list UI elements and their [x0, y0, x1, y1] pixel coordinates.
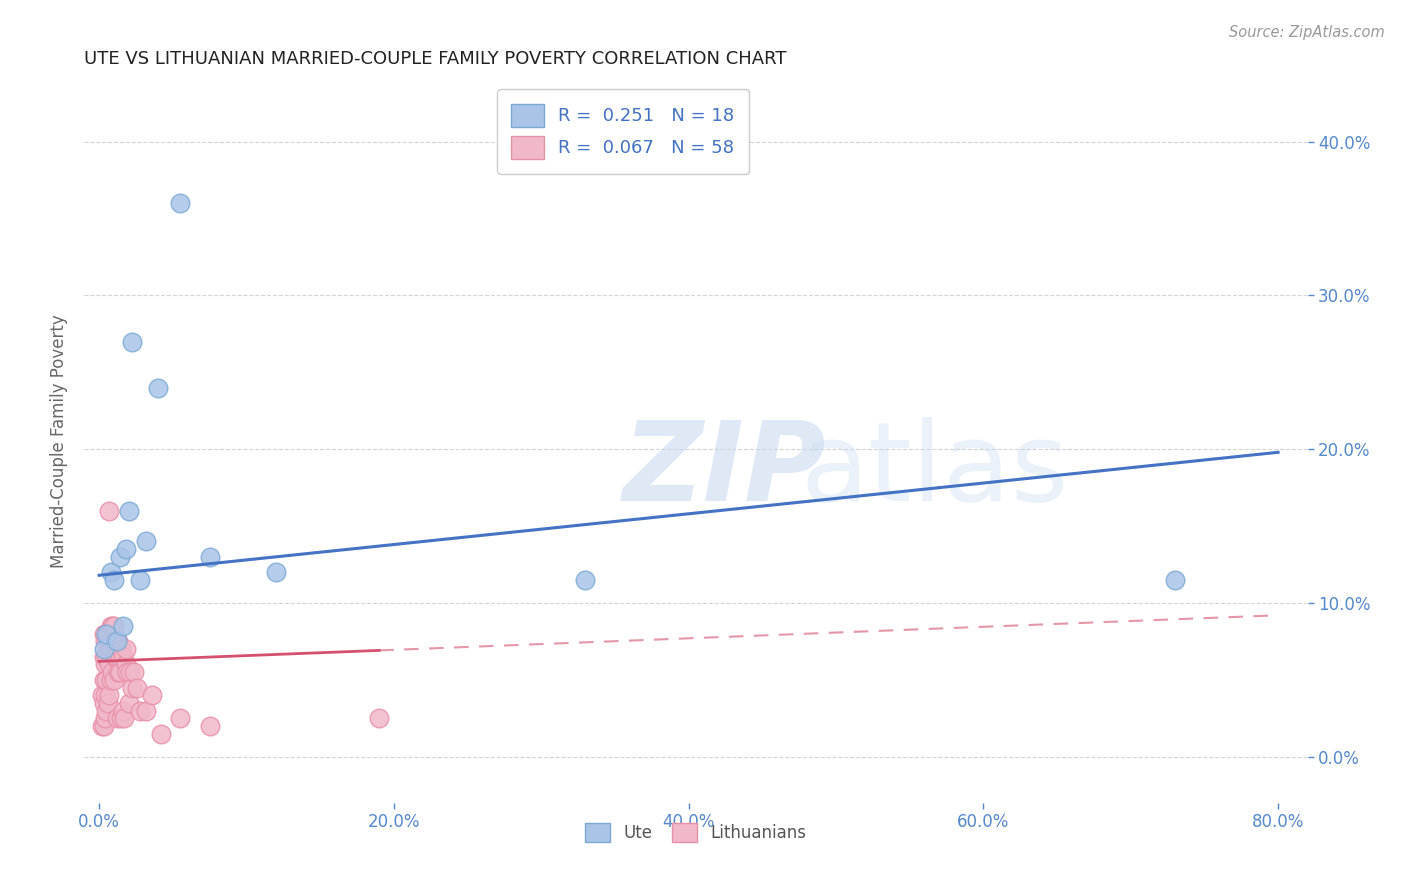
Point [111, 704, 134, 718]
Point [98, 657, 121, 672]
Point [96, 704, 118, 718]
Point [114, 542, 136, 557]
Point [96, 673, 118, 687]
Text: ZIP: ZIP [623, 417, 827, 524]
Point [108, 665, 131, 680]
Point [97, 642, 120, 657]
Point [96, 626, 118, 640]
Point [93, 642, 115, 657]
Point [93, 626, 115, 640]
Point [94, 688, 117, 702]
Point [107, 634, 129, 648]
Point [98, 504, 121, 518]
Point [198, 719, 221, 733]
Point [93, 649, 115, 664]
Point [104, 634, 127, 648]
Point [94, 634, 117, 648]
Point [110, 642, 132, 657]
Point [108, 549, 131, 564]
Point [110, 711, 132, 725]
Point [135, 704, 157, 718]
Point [114, 657, 136, 672]
Point [111, 649, 134, 664]
Point [105, 711, 128, 725]
Point [91, 719, 114, 733]
Point [169, 711, 191, 725]
Point [117, 696, 139, 710]
Point [118, 665, 141, 680]
Point [129, 573, 152, 587]
Text: Source: ZipAtlas.com: Source: ZipAtlas.com [1229, 25, 1385, 40]
Point [129, 704, 152, 718]
Point [94, 657, 117, 672]
Point [98, 634, 121, 648]
Point [135, 534, 157, 549]
Point [97, 696, 120, 710]
Text: atlas: atlas [800, 417, 1069, 524]
Point [141, 688, 163, 702]
Point [1164, 573, 1187, 587]
Point [93, 696, 115, 710]
Point [93, 673, 115, 687]
Point [121, 334, 143, 349]
Point [121, 681, 143, 695]
Point [100, 619, 122, 633]
Point [103, 673, 125, 687]
Point [103, 634, 125, 648]
Point [114, 642, 136, 657]
Point [96, 626, 118, 640]
Point [107, 665, 129, 680]
Point [117, 504, 139, 518]
Point [104, 649, 127, 664]
Y-axis label: Married-Couple Family Poverty: Married-Couple Family Poverty [51, 315, 69, 568]
Point [105, 634, 128, 648]
Point [124, 665, 146, 680]
Point [105, 649, 128, 664]
Point [97, 626, 120, 640]
Point [127, 681, 149, 695]
Point [169, 196, 191, 211]
Point [98, 688, 121, 702]
Point [100, 673, 122, 687]
Point [100, 565, 122, 579]
Point [91, 688, 114, 702]
Point [115, 665, 138, 680]
Point [150, 726, 173, 740]
Point [103, 573, 125, 587]
Point [100, 642, 122, 657]
Point [96, 649, 118, 664]
Point [111, 619, 134, 633]
Point [94, 711, 117, 725]
Point [103, 619, 125, 633]
Point [368, 711, 391, 725]
Point [198, 549, 221, 564]
Point [93, 719, 115, 733]
Point [108, 649, 131, 664]
Point [264, 565, 287, 579]
Point [101, 665, 124, 680]
Text: UTE VS LITHUANIAN MARRIED-COUPLE FAMILY POVERTY CORRELATION CHART: UTE VS LITHUANIAN MARRIED-COUPLE FAMILY … [84, 50, 787, 68]
Point [101, 619, 124, 633]
Point [146, 381, 169, 395]
Point [574, 573, 596, 587]
Point [112, 711, 135, 725]
Legend: Ute, Lithuanians: Ute, Lithuanians [578, 816, 814, 848]
